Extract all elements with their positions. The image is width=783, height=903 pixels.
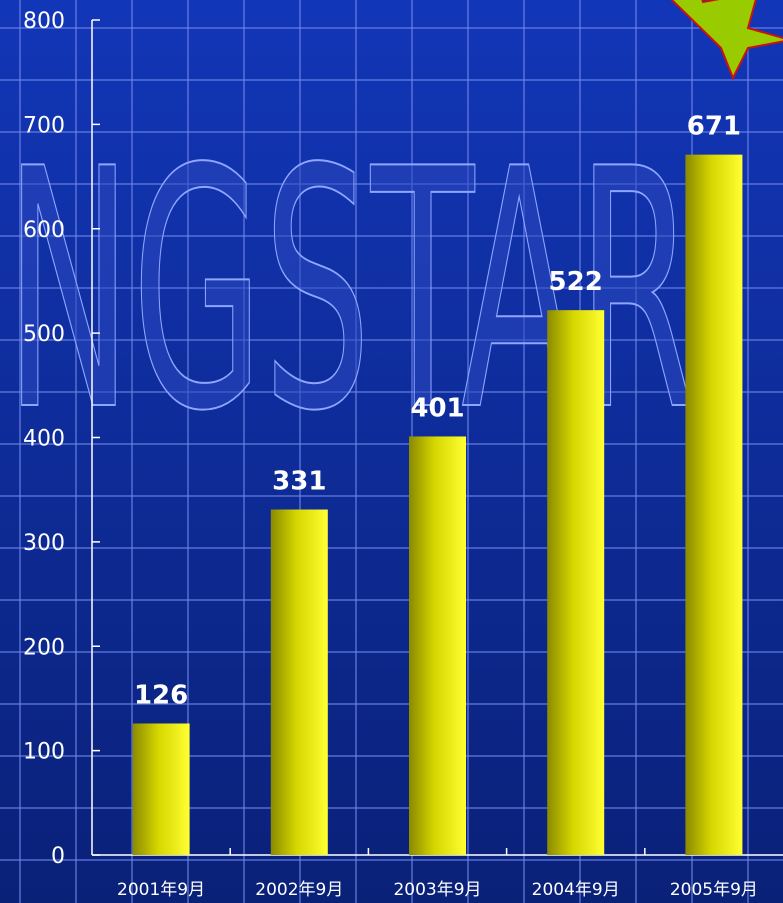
y-tick-label: 700: [23, 113, 65, 138]
y-tick-label: 0: [51, 844, 65, 869]
bar: [271, 510, 328, 855]
bar: [409, 436, 466, 855]
x-tick-label: 2005年9月: [670, 880, 758, 900]
x-tick-label: 2004年9月: [532, 880, 620, 900]
y-tick-label: 200: [23, 635, 65, 660]
data-label: 126: [134, 680, 188, 710]
y-tick-label: 100: [23, 740, 65, 765]
y-tick-label: 800: [23, 9, 65, 34]
x-tick-label: 2002年9月: [255, 880, 343, 900]
y-tick-label: 500: [23, 322, 65, 347]
data-label: 522: [549, 267, 603, 297]
data-label: 671: [687, 112, 741, 142]
x-tick-label: 2001年9月: [117, 880, 205, 900]
x-tick-label: 2003年9月: [393, 880, 481, 900]
bar: [685, 155, 742, 855]
data-label: 401: [410, 393, 464, 423]
bar: [547, 310, 604, 855]
y-tick-label: 600: [23, 218, 65, 243]
y-tick-label: 300: [23, 531, 65, 556]
y-tick-label: 400: [23, 427, 65, 452]
bar: [133, 723, 190, 855]
data-label: 331: [272, 467, 326, 497]
